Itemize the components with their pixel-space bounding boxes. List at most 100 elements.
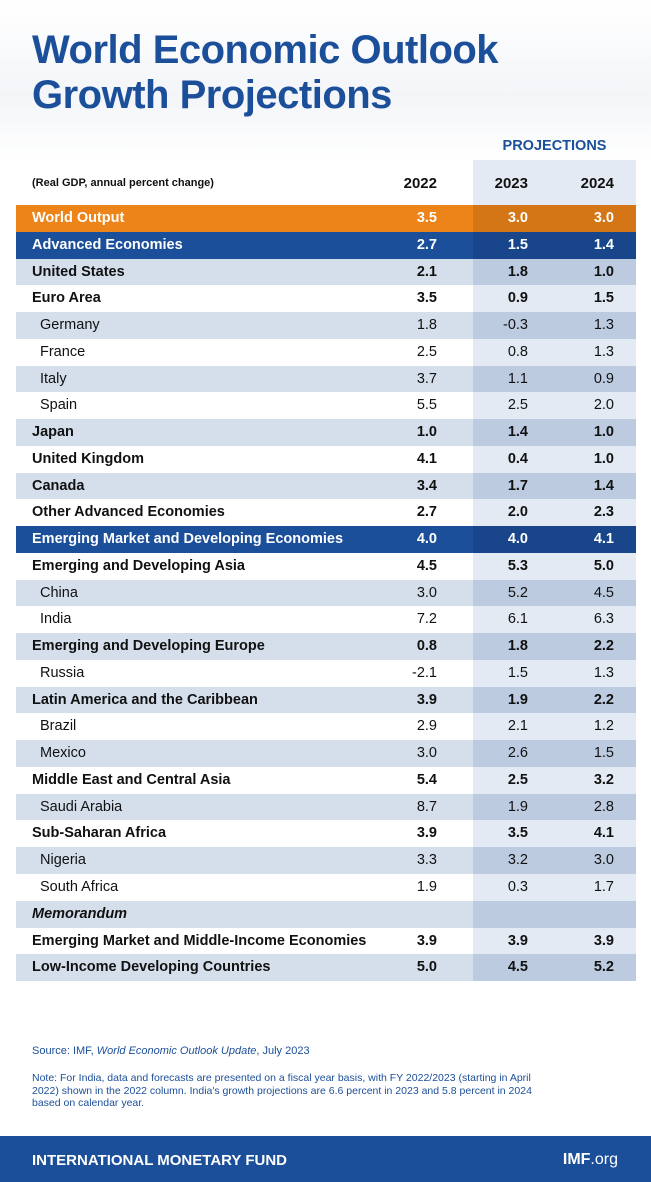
row-value: 2.8 xyxy=(593,798,614,815)
row-label: Emerging and Developing Asia xyxy=(32,557,245,574)
row-value: 1.8 xyxy=(416,317,437,334)
row-value: 5.4 xyxy=(416,771,437,788)
row-band xyxy=(473,419,636,446)
row-value: 4.1 xyxy=(593,825,614,842)
row-value: 3.0 xyxy=(416,745,437,762)
row-value: 2.1 xyxy=(507,718,528,735)
row-label: World Output xyxy=(32,210,125,226)
row-band xyxy=(473,205,636,232)
row-value: 1.4 xyxy=(593,236,614,253)
row-value: 1.1 xyxy=(507,370,528,387)
source-text: , July 2023 xyxy=(256,1045,310,1057)
row-band xyxy=(473,686,636,714)
row-value: 2.9 xyxy=(416,718,437,735)
row-value: 1.5 xyxy=(507,664,528,681)
row-value: 1.8 xyxy=(507,638,528,655)
row-band xyxy=(16,205,636,232)
row-value: 2.5 xyxy=(507,397,528,414)
row-value: 1.8 xyxy=(507,263,528,280)
row-value: 4.0 xyxy=(507,531,528,548)
row-label: France xyxy=(40,343,86,360)
year-header: 2022 xyxy=(403,175,437,192)
row-label: Brazil xyxy=(40,718,77,735)
row-label: Middle East and Central Asia xyxy=(32,771,231,788)
source: Source: IMF, World Economic Outlook Upda… xyxy=(32,1045,310,1057)
row-value: 3.9 xyxy=(416,932,437,949)
row-label: Russia xyxy=(40,664,85,681)
row-value: 0.9 xyxy=(507,290,528,307)
row-value: 5.0 xyxy=(416,959,437,976)
row-value: 2.3 xyxy=(593,504,614,521)
row-value: 2.1 xyxy=(416,263,437,280)
projection-column xyxy=(473,160,636,981)
row-value: 5.5 xyxy=(416,397,437,414)
row-value: 1.2 xyxy=(593,718,614,735)
row-label: Emerging and Developing Europe xyxy=(32,638,265,655)
title: World Economic Outlook xyxy=(32,28,499,72)
row-value: 1.9 xyxy=(507,691,528,708)
row-band xyxy=(473,312,636,339)
row-value: 1.0 xyxy=(593,450,614,467)
projections-label: PROJECTIONS xyxy=(502,138,607,154)
row-label: Spain xyxy=(40,397,78,414)
row-label: Italy xyxy=(40,370,67,387)
title: Growth Projections xyxy=(32,73,392,117)
row-value: 1.4 xyxy=(593,477,614,494)
row-value: 0.9 xyxy=(593,370,614,387)
row-label: Other Advanced Economies xyxy=(32,504,225,521)
row-value: 2.7 xyxy=(416,236,437,253)
row-value: 1.3 xyxy=(593,664,614,681)
row-band xyxy=(473,231,636,259)
row-value: 4.1 xyxy=(416,450,437,467)
row-label: Japan xyxy=(32,424,74,441)
row-value: 2.2 xyxy=(593,638,614,655)
row-band xyxy=(473,365,636,393)
row-band xyxy=(473,847,636,874)
row-label: United States xyxy=(32,263,125,280)
row-value: 1.7 xyxy=(507,477,528,494)
site-domain: .org xyxy=(590,1151,618,1168)
row-label: Euro Area xyxy=(32,290,101,307)
row-value: 3.2 xyxy=(593,771,614,788)
row-value: 1.0 xyxy=(593,263,614,280)
row-band xyxy=(473,258,636,286)
row-value: 5.3 xyxy=(507,557,528,574)
row-value: 1.5 xyxy=(507,236,528,253)
row-label: Latin America and the Caribbean xyxy=(32,691,258,708)
row-value: 0.4 xyxy=(507,450,528,467)
row-value: 4.0 xyxy=(416,531,437,548)
row-value: 1.9 xyxy=(416,879,437,895)
row-label: Saudi Arabia xyxy=(40,798,123,815)
row-value: 3.0 xyxy=(593,852,614,869)
row-value: 1.3 xyxy=(593,317,614,334)
row-band xyxy=(473,740,636,767)
organization: INTERNATIONAL MONETARY FUND xyxy=(32,1152,287,1169)
row-value: 1.0 xyxy=(416,424,437,441)
row-band xyxy=(473,900,636,928)
row-value: 4.5 xyxy=(507,959,528,976)
row-value: 4.5 xyxy=(593,584,614,601)
row-value: 7.2 xyxy=(416,611,437,628)
row-value: 4.5 xyxy=(416,557,437,574)
row-band xyxy=(473,472,636,500)
row-value: 2.0 xyxy=(507,504,528,521)
row-value: 3.5 xyxy=(416,210,437,226)
row-value: 2.7 xyxy=(416,504,437,521)
row-label: Emerging Market and Middle-Income Econom… xyxy=(32,932,367,949)
row-label: Emerging Market and Developing Economies xyxy=(32,531,344,548)
row-value: 3.0 xyxy=(507,210,528,226)
row-value: -2.1 xyxy=(412,664,437,681)
row-label: Canada xyxy=(32,477,85,494)
row-value: 3.2 xyxy=(507,852,528,869)
row-value: 4.1 xyxy=(593,531,614,548)
source-text: Source: IMF, xyxy=(32,1045,97,1057)
row-value: 5.0 xyxy=(593,557,614,574)
row-value: 0.3 xyxy=(507,879,528,895)
footer-bar xyxy=(0,1136,651,1182)
row-value: -0.3 xyxy=(503,317,528,334)
row-value: 1.5 xyxy=(593,745,614,762)
row-band xyxy=(473,579,636,607)
row-value: 1.9 xyxy=(507,798,528,815)
row-band xyxy=(473,954,636,982)
